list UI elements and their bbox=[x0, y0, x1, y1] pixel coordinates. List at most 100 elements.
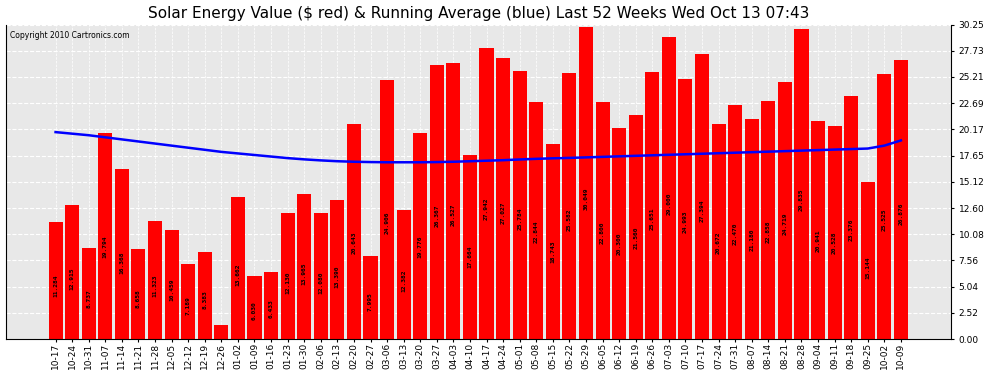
Text: 20.528: 20.528 bbox=[833, 232, 838, 254]
Text: 25.525: 25.525 bbox=[882, 209, 887, 231]
Bar bbox=[728, 105, 742, 339]
Bar bbox=[297, 194, 311, 339]
Text: 22.470: 22.470 bbox=[733, 223, 738, 245]
Text: 24.906: 24.906 bbox=[384, 211, 390, 234]
Text: 11.284: 11.284 bbox=[53, 275, 58, 297]
Bar bbox=[231, 197, 245, 339]
Bar bbox=[214, 325, 229, 339]
Bar bbox=[346, 124, 361, 339]
Bar bbox=[397, 210, 411, 339]
Text: 29.835: 29.835 bbox=[799, 188, 804, 211]
Bar bbox=[778, 82, 792, 339]
Title: Solar Energy Value ($ red) & Running Average (blue) Last 52 Weeks Wed Oct 13 07:: Solar Energy Value ($ red) & Running Ave… bbox=[148, 6, 809, 21]
Text: 8.383: 8.383 bbox=[202, 290, 207, 309]
Text: 20.643: 20.643 bbox=[351, 231, 356, 254]
Bar bbox=[629, 115, 643, 339]
Bar bbox=[115, 169, 129, 339]
Text: 8.658: 8.658 bbox=[136, 289, 141, 308]
Bar bbox=[248, 276, 261, 339]
Bar bbox=[49, 222, 62, 339]
Bar bbox=[413, 134, 428, 339]
Text: 20.672: 20.672 bbox=[716, 231, 721, 254]
Bar bbox=[363, 256, 377, 339]
Text: 20.941: 20.941 bbox=[816, 230, 821, 252]
Text: 26.527: 26.527 bbox=[450, 204, 455, 226]
Bar bbox=[164, 230, 178, 339]
Bar bbox=[562, 73, 576, 339]
Text: 12.080: 12.080 bbox=[318, 271, 324, 294]
Text: 24.719: 24.719 bbox=[782, 212, 787, 235]
Text: 27.942: 27.942 bbox=[484, 197, 489, 219]
Bar bbox=[860, 182, 875, 339]
Text: 11.323: 11.323 bbox=[152, 275, 157, 297]
Bar bbox=[380, 80, 394, 339]
Text: 7.995: 7.995 bbox=[368, 292, 373, 311]
Text: 16.368: 16.368 bbox=[120, 251, 125, 274]
Bar bbox=[280, 213, 295, 339]
Bar bbox=[894, 60, 908, 339]
Text: 13.965: 13.965 bbox=[302, 262, 307, 285]
Bar bbox=[65, 205, 79, 339]
Bar bbox=[98, 133, 112, 339]
Bar bbox=[513, 71, 527, 339]
Text: 25.784: 25.784 bbox=[517, 207, 522, 230]
Bar bbox=[530, 102, 544, 339]
Text: 26.367: 26.367 bbox=[435, 204, 440, 227]
Bar bbox=[744, 119, 758, 339]
Text: 22.844: 22.844 bbox=[534, 221, 539, 243]
Bar bbox=[794, 29, 809, 339]
Text: 25.651: 25.651 bbox=[649, 208, 654, 230]
Text: 15.144: 15.144 bbox=[865, 257, 870, 279]
Text: 21.560: 21.560 bbox=[634, 227, 639, 249]
Text: 29.000: 29.000 bbox=[666, 192, 671, 214]
Text: 10.459: 10.459 bbox=[169, 279, 174, 302]
Text: 13.390: 13.390 bbox=[335, 265, 340, 288]
Text: 21.180: 21.180 bbox=[749, 229, 754, 251]
Bar bbox=[761, 101, 775, 339]
Text: 26.876: 26.876 bbox=[898, 202, 904, 225]
Bar bbox=[314, 213, 328, 339]
Text: 27.394: 27.394 bbox=[700, 200, 705, 222]
Bar bbox=[430, 65, 444, 339]
Text: 12.915: 12.915 bbox=[69, 267, 74, 290]
Bar bbox=[844, 96, 858, 339]
Bar bbox=[545, 144, 560, 339]
Text: Copyright 2010 Cartronics.com: Copyright 2010 Cartronics.com bbox=[10, 31, 130, 40]
Text: 6.433: 6.433 bbox=[268, 300, 273, 318]
Text: 19.794: 19.794 bbox=[103, 235, 108, 258]
Bar bbox=[132, 249, 146, 339]
Text: 30.049: 30.049 bbox=[583, 187, 588, 210]
Bar bbox=[579, 27, 593, 339]
Bar bbox=[181, 264, 195, 339]
Bar bbox=[678, 79, 692, 339]
Bar bbox=[148, 221, 162, 339]
Bar bbox=[331, 200, 345, 339]
Bar bbox=[811, 121, 825, 339]
Text: 12.130: 12.130 bbox=[285, 271, 290, 294]
Bar bbox=[496, 58, 510, 339]
Text: 27.027: 27.027 bbox=[501, 201, 506, 224]
Bar bbox=[712, 124, 726, 339]
Text: 20.300: 20.300 bbox=[617, 233, 622, 255]
Bar bbox=[662, 38, 676, 339]
Text: 13.662: 13.662 bbox=[236, 264, 241, 286]
Bar bbox=[695, 54, 709, 339]
Text: 19.776: 19.776 bbox=[418, 235, 423, 258]
Text: 8.737: 8.737 bbox=[86, 289, 91, 308]
Bar bbox=[463, 155, 477, 339]
Text: 23.376: 23.376 bbox=[848, 218, 853, 241]
Bar bbox=[446, 63, 460, 339]
Text: 12.382: 12.382 bbox=[401, 270, 406, 292]
Bar bbox=[82, 248, 96, 339]
Text: 24.993: 24.993 bbox=[683, 211, 688, 233]
Bar bbox=[198, 252, 212, 339]
Bar bbox=[877, 74, 891, 339]
Bar bbox=[479, 48, 494, 339]
Bar bbox=[645, 72, 659, 339]
Text: 25.582: 25.582 bbox=[567, 208, 572, 231]
Text: 22.800: 22.800 bbox=[600, 221, 605, 244]
Text: 22.858: 22.858 bbox=[766, 221, 771, 243]
Text: 17.664: 17.664 bbox=[467, 245, 472, 268]
Bar bbox=[596, 102, 610, 339]
Text: 7.189: 7.189 bbox=[186, 296, 191, 315]
